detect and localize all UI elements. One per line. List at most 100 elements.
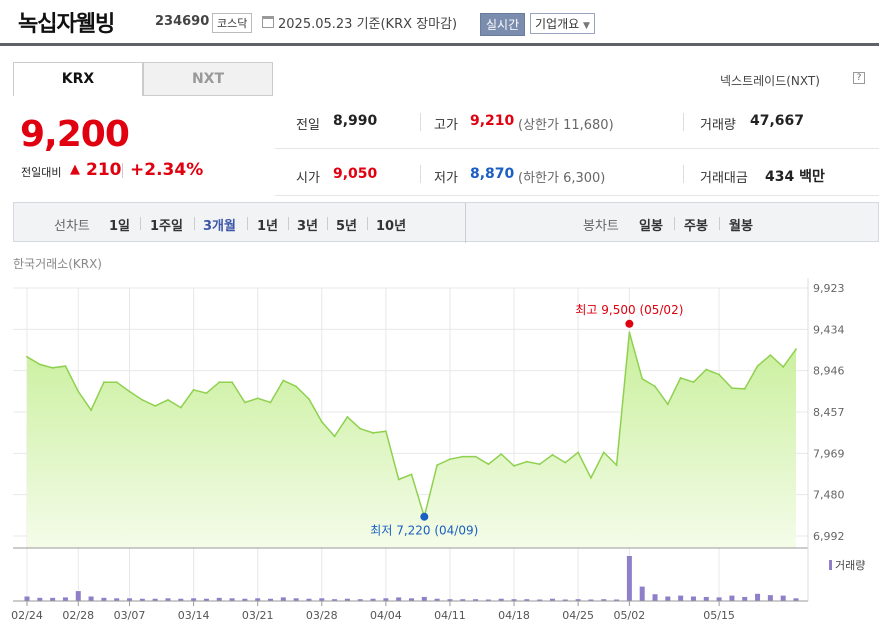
- volume-bar: [678, 595, 684, 601]
- tab-krx[interactable]: KRX: [13, 62, 143, 96]
- price-point: [179, 406, 182, 409]
- x-tick-label: 02/24: [11, 609, 43, 622]
- divider: [275, 195, 879, 196]
- volume-bar: [716, 597, 722, 601]
- y-tick-label: 9,923: [813, 282, 845, 295]
- price-point: [538, 463, 541, 466]
- period-10y[interactable]: 10년: [376, 219, 407, 234]
- volume-bar: [742, 596, 748, 601]
- high-label: 고가: [434, 118, 458, 133]
- price-point: [551, 454, 554, 456]
- high-label: 최고 9,500 (05/02): [575, 303, 683, 317]
- price-point: [90, 409, 92, 411]
- volume-bar: [152, 598, 158, 601]
- x-tick-label: 03/07: [114, 609, 146, 622]
- price-point: [487, 463, 490, 466]
- price-point: [103, 381, 105, 384]
- volume-bar: [652, 594, 658, 601]
- volume-bar: [524, 599, 530, 601]
- price-point: [231, 381, 233, 384]
- x-tick-label: 04/04: [370, 609, 402, 622]
- x-tick-label: 04/18: [498, 609, 530, 622]
- low-marker: [420, 512, 429, 521]
- realtime-button[interactable]: 실시간: [480, 13, 526, 36]
- volume-bar: [614, 599, 620, 601]
- price-point: [77, 390, 80, 393]
- calendar-icon: [262, 16, 274, 28]
- low-label: 최저 7,220 (04/09): [370, 524, 478, 538]
- price-point: [564, 461, 567, 464]
- divider: [719, 217, 720, 230]
- divider: [420, 113, 421, 131]
- period-5y[interactable]: 5년: [336, 219, 358, 234]
- volume-bar: [793, 598, 799, 601]
- x-tick-label: 04/25: [562, 609, 594, 622]
- company-overview-button[interactable]: 기업개요 ▼: [530, 13, 595, 34]
- market-badge: 코스닥: [212, 13, 253, 33]
- price-point: [128, 390, 131, 393]
- low-label: 저가: [434, 171, 458, 186]
- divider: [420, 165, 421, 183]
- price-point: [372, 432, 374, 434]
- x-tick-label: 03/21: [242, 609, 274, 622]
- y-tick-label: 6,992: [813, 530, 845, 543]
- volume-bar: [549, 598, 555, 601]
- low-value: 8,870: [470, 166, 515, 182]
- price-point: [692, 381, 695, 384]
- price-point: [243, 401, 246, 404]
- stock-name: 녹십자웰빙: [18, 12, 115, 37]
- company-overview-label: 기업개요: [535, 17, 580, 31]
- volume-bar: [383, 598, 389, 601]
- volume-bar: [139, 598, 145, 601]
- period-3y[interactable]: 3년: [297, 219, 319, 234]
- volume-bar: [242, 598, 248, 601]
- candle-weekly[interactable]: 주봉: [684, 219, 708, 234]
- candle-daily[interactable]: 일봉: [639, 219, 663, 234]
- y-tick-label: 8,457: [813, 406, 845, 419]
- nxt-link[interactable]: 넥스트레이드(NXT): [720, 74, 820, 88]
- price-point: [295, 385, 298, 388]
- period-1w[interactable]: 1주일: [150, 219, 183, 234]
- divider: [288, 217, 289, 230]
- tab-nxt[interactable]: NXT: [143, 62, 273, 96]
- help-icon[interactable]: ?: [853, 72, 865, 84]
- price-point: [615, 464, 618, 466]
- volume-bar: [88, 596, 94, 601]
- period-1d[interactable]: 1일: [109, 219, 131, 234]
- volume-bar: [473, 599, 479, 601]
- price-point: [346, 415, 349, 418]
- price-point: [705, 368, 708, 371]
- high-marker: [625, 319, 634, 328]
- volume-bar: [626, 556, 632, 601]
- price-point: [359, 427, 362, 430]
- price-point: [384, 430, 387, 433]
- volume-bar: [191, 598, 197, 601]
- volume-bar: [562, 599, 568, 601]
- volume-bar: [755, 593, 761, 601]
- price-point: [731, 387, 733, 389]
- price-point: [410, 473, 413, 476]
- price-point: [602, 451, 605, 454]
- x-tick-label: 05/02: [614, 609, 646, 622]
- prev-close-label: 전일: [296, 118, 320, 133]
- price-point: [26, 355, 28, 358]
- volume-bar: [293, 598, 299, 601]
- price-point: [154, 404, 157, 407]
- price-point: [218, 381, 221, 384]
- volume-bar: [280, 597, 286, 601]
- period-1y[interactable]: 1년: [257, 219, 279, 234]
- volume-bar: [114, 598, 120, 601]
- price-point: [167, 399, 169, 401]
- divider: [327, 217, 328, 230]
- y-tick-label: 9,434: [813, 323, 845, 336]
- candle-monthly[interactable]: 월봉: [729, 219, 753, 234]
- price-point: [141, 399, 144, 401]
- volume-legend: 거래량: [829, 557, 865, 573]
- price-point: [641, 377, 644, 380]
- price-area: [27, 332, 796, 548]
- period-3m[interactable]: 3개월: [203, 219, 236, 234]
- price-point: [666, 403, 669, 406]
- change-label: 전일대비: [21, 166, 62, 179]
- price-point: [269, 401, 272, 404]
- x-tick-label: 04/11: [434, 609, 466, 622]
